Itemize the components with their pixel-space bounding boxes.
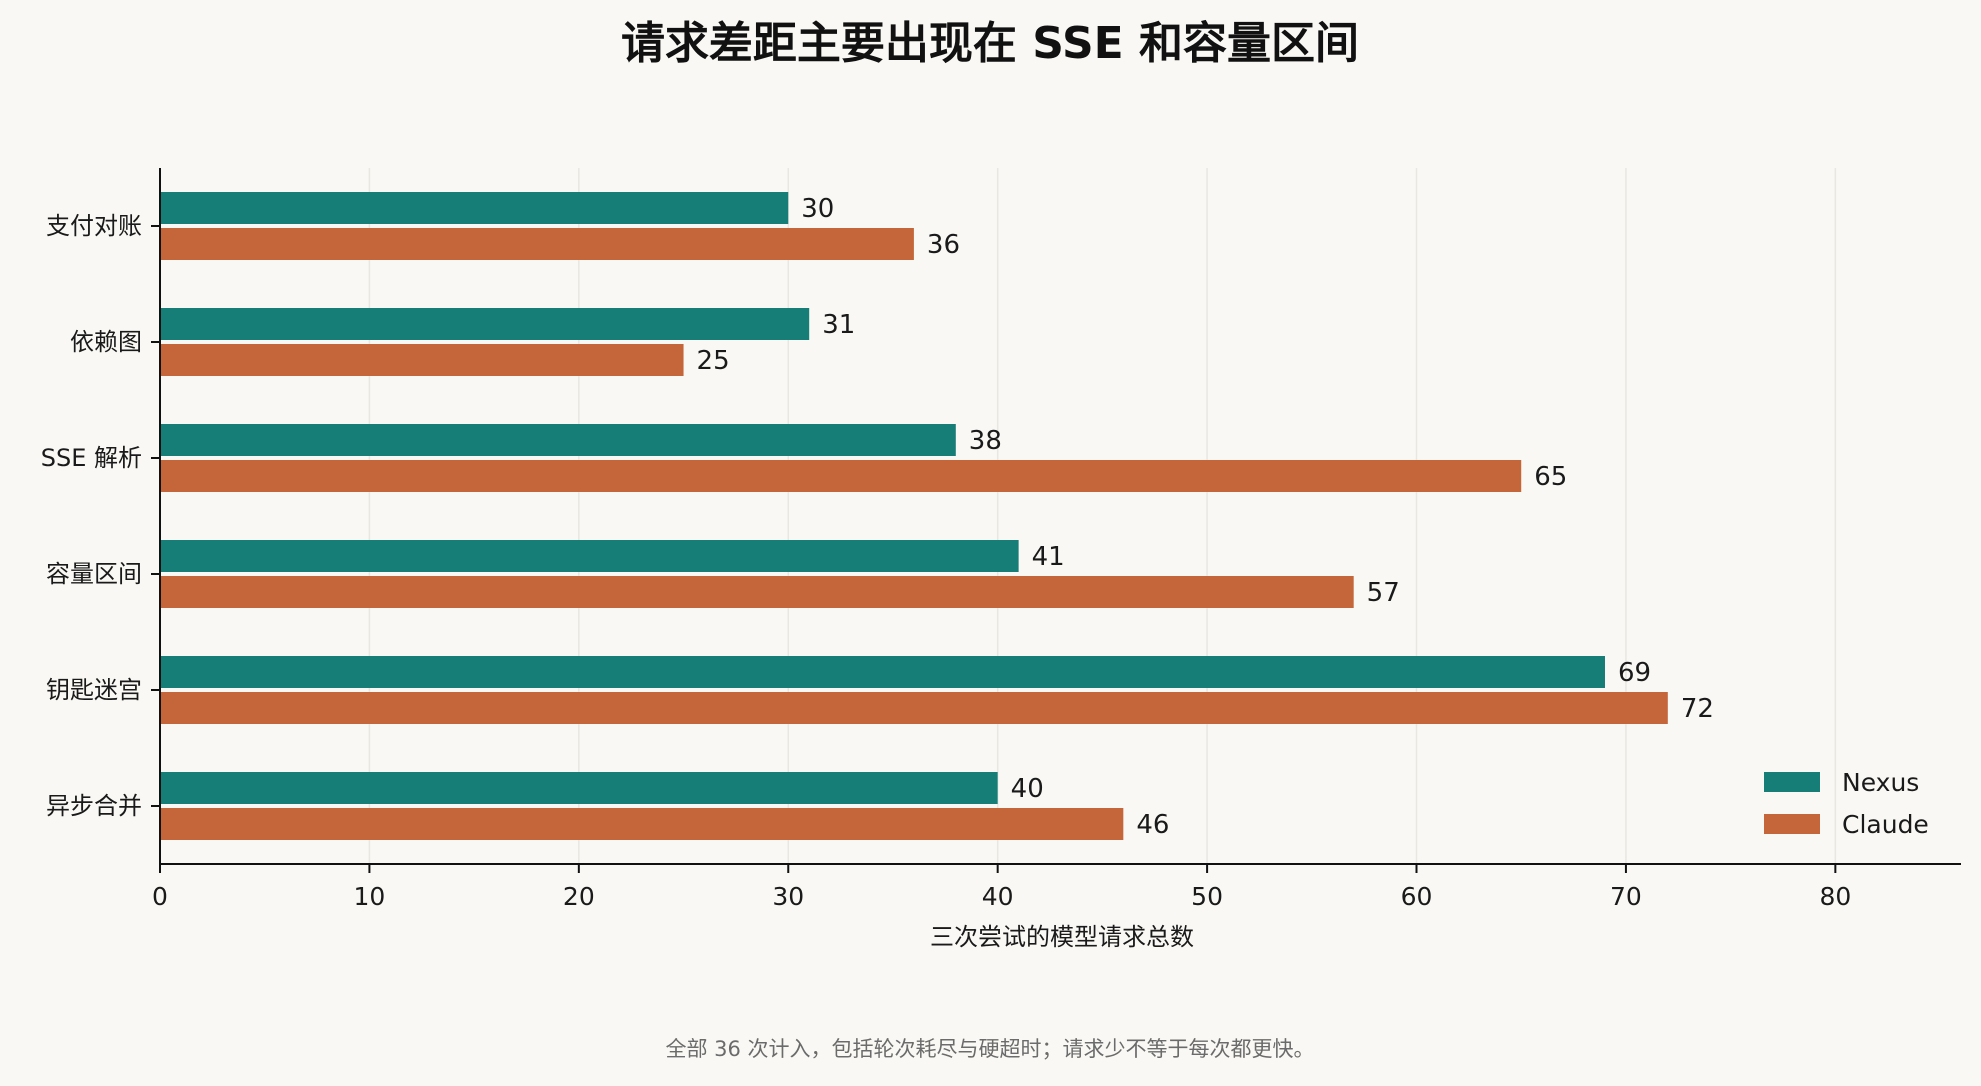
x-tick-label: 0 xyxy=(152,882,168,911)
legend-label: Claude xyxy=(1842,810,1929,839)
value-label: 25 xyxy=(697,346,730,376)
bar-claude xyxy=(160,692,1668,724)
value-label: 69 xyxy=(1618,658,1651,688)
bar-nexus xyxy=(160,656,1605,688)
chart-title: 请求差距主要出现在 SSE 和容量区间 xyxy=(621,18,1359,69)
legend: Nexus Claude xyxy=(1764,768,1929,839)
x-axis-title: 三次尝试的模型请求总数 xyxy=(930,923,1194,951)
data-labels: 30 36 31 25 38 65 41 57 69 72 40 46 xyxy=(697,194,1714,840)
value-label: 36 xyxy=(927,230,960,260)
x-tick-label: 50 xyxy=(1191,882,1223,911)
bars xyxy=(160,192,1668,840)
value-label: 41 xyxy=(1032,542,1065,572)
bar-nexus xyxy=(160,424,956,456)
category-label: 支付对账 xyxy=(46,212,142,240)
bar-nexus xyxy=(160,192,789,224)
value-label: 57 xyxy=(1367,578,1400,608)
axes xyxy=(151,168,1961,873)
bar-nexus xyxy=(160,308,810,340)
bar-nexus xyxy=(160,772,998,804)
category-label: 依赖图 xyxy=(70,328,142,356)
legend-swatch-claude xyxy=(1764,814,1820,834)
legend-swatch-nexus xyxy=(1764,772,1820,792)
bar-claude xyxy=(160,460,1522,492)
value-label: 72 xyxy=(1681,694,1714,724)
value-label: 30 xyxy=(801,194,834,224)
x-tick-labels: 0 10 20 30 40 50 60 70 80 xyxy=(152,882,1851,911)
category-label: 容量区间 xyxy=(46,560,142,588)
x-tick-label: 30 xyxy=(772,882,804,911)
value-label: 65 xyxy=(1534,462,1567,492)
category-label: SSE 解析 xyxy=(41,444,142,472)
bar-claude xyxy=(160,808,1124,840)
value-label: 31 xyxy=(822,310,855,340)
x-tick-label: 20 xyxy=(563,882,595,911)
value-label: 40 xyxy=(1011,774,1044,804)
bar-claude xyxy=(160,228,914,260)
x-tick-label: 80 xyxy=(1819,882,1851,911)
x-tick-label: 10 xyxy=(354,882,386,911)
bar-claude xyxy=(160,576,1354,608)
bar-nexus xyxy=(160,540,1019,572)
value-label: 46 xyxy=(1136,810,1169,840)
footnote: 全部 36 次计入，包括轮次耗尽与硬超时；请求少不等于每次都更快。 xyxy=(665,1037,1314,1061)
category-label: 异步合并 xyxy=(46,792,142,820)
value-label: 38 xyxy=(969,426,1002,456)
x-tick-label: 70 xyxy=(1610,882,1642,911)
legend-label: Nexus xyxy=(1842,768,1919,797)
x-tick-label: 40 xyxy=(982,882,1014,911)
bar-claude xyxy=(160,344,684,376)
grid-lines xyxy=(368,168,1837,864)
category-label: 钥匙迷宫 xyxy=(46,676,142,704)
x-tick-label: 60 xyxy=(1401,882,1433,911)
